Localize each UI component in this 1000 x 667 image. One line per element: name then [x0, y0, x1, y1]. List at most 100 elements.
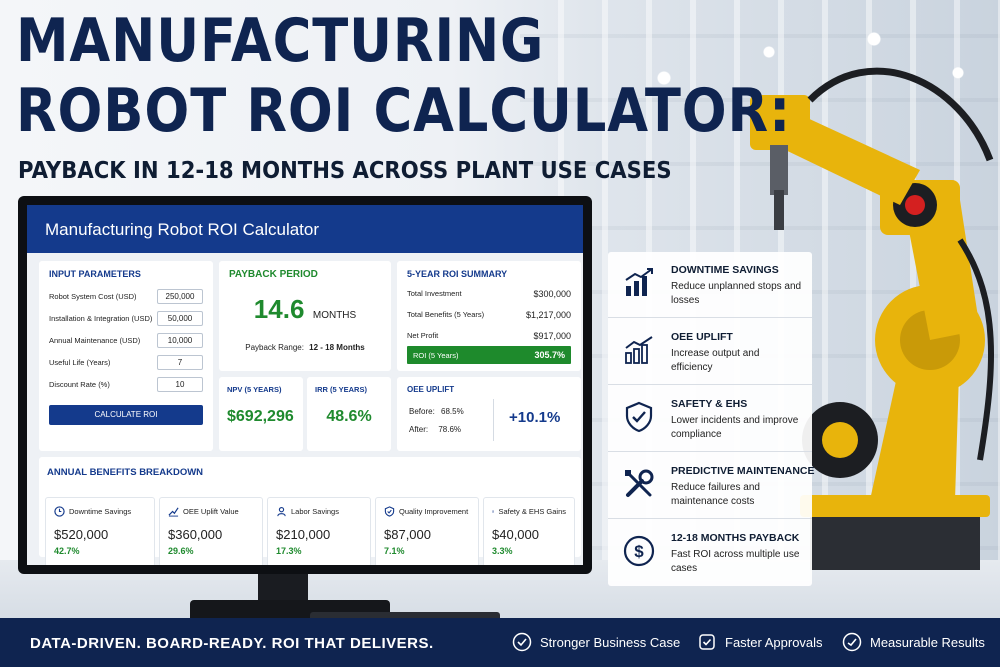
roi-summary-title: 5-YEAR ROI SUMMARY	[407, 269, 508, 279]
summary-row-net-profit: Net Profit $917,000	[407, 325, 571, 346]
payback-title: PAYBACK PERIOD	[229, 269, 318, 280]
bar-chart-icon	[625, 268, 653, 296]
oee-uplift-card: OEE UPLIFT Before: 68.5% After: 78.6% +1…	[397, 377, 581, 451]
feature-desc: Reduce failures and maintenance costs	[671, 482, 760, 507]
footer-bar: DATA-DRIVEN. BOARD-READY. ROI THAT DELIV…	[0, 618, 1000, 667]
benefit-label: OEE Uplift Value	[183, 506, 239, 516]
param-row-installation: Installation & Integration (USD) 50,000	[49, 307, 203, 329]
trend-icon	[168, 507, 179, 517]
footer-item-label: Stronger Business Case	[540, 634, 681, 650]
benefit-head: Downtime Savings	[54, 504, 146, 518]
payback-value-row: 14.6 MONTHS	[229, 294, 381, 325]
monitor: Manufacturing Robot ROI Calculator INPUT…	[18, 196, 592, 574]
benefit-label: Labor Savings	[291, 506, 339, 516]
benefits-title: ANNUAL BENEFITS BREAKDOWN	[47, 467, 204, 478]
wrench-icon	[625, 469, 654, 497]
oee-after-value: 78.6%	[438, 425, 462, 434]
footer-tagline: DATA-DRIVEN. BOARD-READY. ROI THAT DELIV…	[30, 635, 434, 652]
feature-desc: Lower incidents and improve compliance	[671, 415, 799, 440]
feature-title: PREDICTIVE MAINTENANCE	[671, 465, 815, 477]
footer-item-label: Measurable Results	[870, 634, 985, 650]
benefit-percent: 3.3%	[492, 546, 513, 556]
param-label: Robot System Cost (USD)	[49, 291, 137, 301]
app-title: Manufacturing Robot ROI Calculator	[27, 205, 583, 253]
benefit-value: $520,000	[54, 527, 109, 542]
feature-predictive-maintenance: PREDICTIVE MAINTENANCE Reduce failures a…	[608, 453, 815, 519]
installation-input[interactable]: 50,000	[157, 310, 203, 326]
param-row-discount-rate: Discount Rate (%) 10	[49, 373, 203, 395]
payback-value: 14.6	[253, 294, 305, 324]
robot-cost-input[interactable]: 250,000	[157, 288, 203, 304]
benefit-label: Safety & EHS Gains	[498, 506, 566, 516]
oee-after-label: After:	[409, 425, 429, 434]
features-panel: DOWNTIME SAVINGS Reduce unplanned stops …	[608, 252, 815, 586]
footer-item-business-case: Stronger Business Case	[512, 632, 680, 652]
benefit-percent: 29.6%	[168, 546, 194, 556]
feature-downtime-savings: DOWNTIME SAVINGS Reduce unplanned stops …	[608, 252, 812, 318]
param-row-robot-cost: Robot System Cost (USD) 250,000	[49, 285, 203, 307]
feature-desc: Reduce unplanned stops and losses	[671, 281, 802, 306]
payback-range: Payback Range: 12 - 18 Months	[229, 343, 381, 352]
check-circle-icon	[512, 632, 532, 652]
feature-title: 12-18 MONTHS PAYBACK	[671, 532, 800, 544]
summary-label: Total Benefits (5 Years)	[407, 310, 485, 319]
roi-label: ROI (5 Years)	[413, 350, 459, 360]
growth-chart-icon	[625, 336, 653, 364]
payback-range-value: 12 - 18 Months	[309, 343, 365, 352]
irr-card: IRR (5 YEARS) 48.6%	[307, 377, 391, 451]
calculate-roi-button[interactable]: CALCULATE ROI	[49, 405, 203, 425]
param-row-useful-life: Useful Life (Years) 7	[49, 351, 203, 373]
oee-delta: +10.1%	[509, 409, 561, 426]
input-parameters-title: INPUT PARAMETERS	[49, 269, 141, 279]
npv-label: NPV (5 YEARS)	[227, 385, 282, 394]
benefit-value: $210,000	[276, 527, 331, 542]
summary-value: $300,000	[533, 288, 571, 299]
maintenance-input[interactable]: 10,000	[157, 332, 203, 348]
approval-icon	[699, 634, 715, 650]
footer-item-label: Faster Approvals	[725, 634, 823, 650]
safety-icon	[492, 510, 495, 513]
gauge-icon	[842, 632, 862, 652]
input-parameters-card: INPUT PARAMETERS Robot System Cost (USD)…	[39, 261, 213, 451]
monitor-stand	[258, 574, 308, 604]
benefit-label: Quality Improvement	[399, 506, 469, 516]
footer-item-results: Measurable Results	[842, 632, 985, 652]
benefit-oee-uplift-value: OEE Uplift Value $360,000 29.6%	[159, 497, 263, 565]
benefit-head: Quality Improvement	[384, 504, 470, 518]
benefit-label: Downtime Savings	[69, 506, 132, 516]
npv-card: NPV (5 YEARS) $692,296	[219, 377, 303, 451]
npv-value: $692,296	[227, 408, 294, 425]
feature-desc: Fast ROI across multiple use cases	[671, 549, 800, 574]
feature-oee-uplift: OEE UPLIFT Increase output and efficienc…	[608, 319, 812, 385]
benefit-value: $360,000	[168, 527, 223, 542]
param-row-maintenance: Annual Maintenance (USD) 10,000	[49, 329, 203, 351]
calculator-screen: Manufacturing Robot ROI Calculator INPUT…	[27, 205, 583, 565]
summary-label: Total Investment	[407, 289, 462, 298]
feature-title: DOWNTIME SAVINGS	[671, 264, 779, 276]
dollar-icon: $	[623, 535, 655, 567]
useful-life-input[interactable]: 7	[157, 354, 203, 370]
oee-divider	[493, 399, 494, 441]
oee-before-label: Before:	[409, 407, 435, 416]
benefit-head: Labor Savings	[276, 504, 362, 518]
summary-row-roi: ROI (5 Years) 305.7%	[407, 346, 571, 364]
robot-arm-illustration	[750, 67, 995, 570]
payback-period-card: PAYBACK PERIOD 14.6 MONTHS Payback Range…	[219, 261, 391, 371]
benefit-quality-improvement: Quality Improvement $87,000 7.1%	[375, 497, 479, 565]
summary-value: $917,000	[533, 330, 571, 341]
benefit-safety-ehs: Safety & EHS Gains $40,000 3.3%	[483, 497, 575, 565]
feature-desc: Increase output and efficiency	[671, 348, 760, 373]
param-label: Annual Maintenance (USD)	[49, 335, 141, 345]
benefit-head: OEE Uplift Value	[168, 504, 254, 518]
benefit-labor-savings: Labor Savings $210,000 17.3%	[267, 497, 371, 565]
benefit-head: Safety & EHS Gains	[492, 504, 566, 518]
worker-icon	[277, 506, 286, 516]
oee-title: OEE UPLIFT	[407, 385, 455, 394]
benefit-value: $40,000	[492, 527, 539, 542]
irr-label: IRR (5 YEARS)	[315, 385, 367, 394]
discount-rate-input[interactable]: 10	[157, 376, 203, 392]
summary-row-benefits: Total Benefits (5 Years) $1,217,000	[407, 304, 571, 325]
irr-value: 48.6%	[326, 408, 372, 425]
roi-value: 305.7%	[534, 350, 565, 360]
